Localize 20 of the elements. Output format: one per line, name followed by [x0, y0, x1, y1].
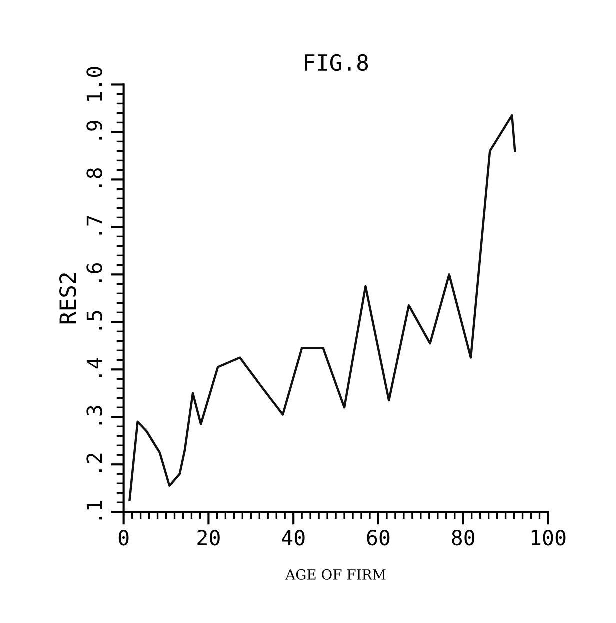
- x-axis-title: AGE OF FIRM: [285, 569, 386, 580]
- y-tick-label: .9: [86, 121, 102, 140]
- y-tick-label: .6: [86, 263, 102, 282]
- y-tick-label: .5: [86, 311, 102, 330]
- x-tick-label: 40: [282, 530, 305, 546]
- y-tick-label: .4: [86, 358, 102, 378]
- y-tick-label: .8: [86, 168, 102, 188]
- y-tick-label: .2: [86, 454, 102, 472]
- y-tick-label: .1: [86, 500, 102, 520]
- x-tick-label: 20: [198, 530, 220, 546]
- y-axis-title: RES2: [60, 274, 76, 324]
- y-tick-label: 1.0: [86, 67, 102, 102]
- line-series: [128, 114, 516, 502]
- x-tick-label: 80: [452, 530, 475, 546]
- x-tick-label: 0: [118, 530, 129, 546]
- x-tick-label: 60: [367, 530, 390, 546]
- y-tick-label: .7: [86, 216, 102, 235]
- chart-title: FIG.8: [305, 54, 368, 72]
- x-tick-label: 100: [532, 530, 566, 546]
- y-tick-label: .3: [86, 406, 102, 425]
